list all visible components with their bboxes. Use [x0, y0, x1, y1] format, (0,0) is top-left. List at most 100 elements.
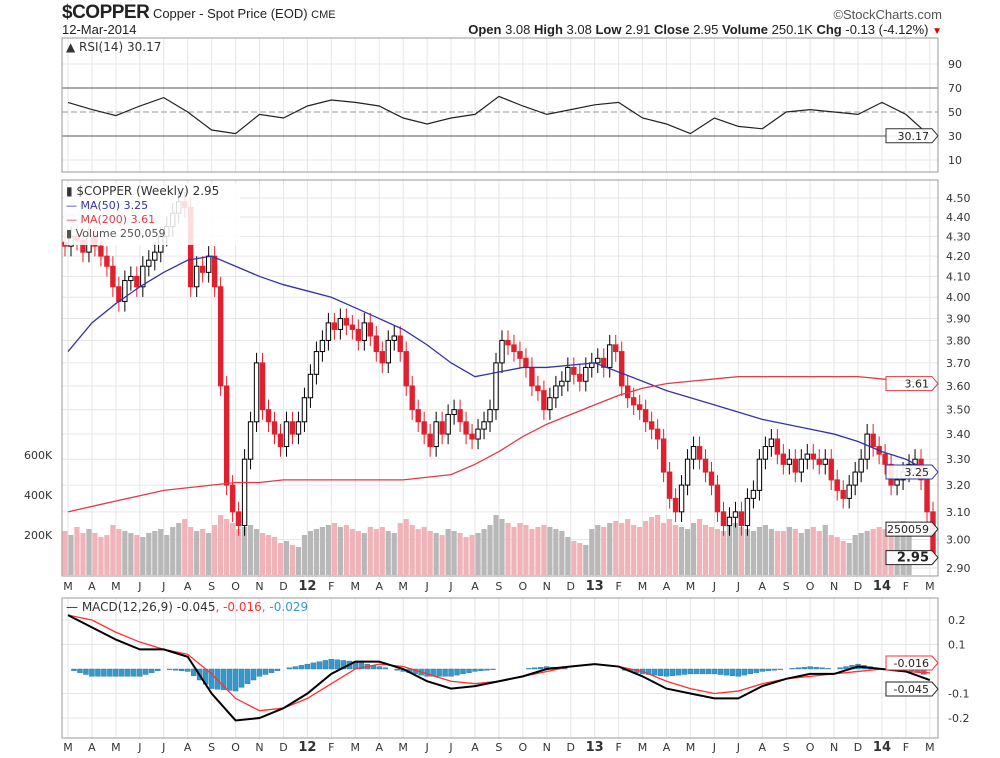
- candle-body: [738, 511, 745, 527]
- volume-bar: [804, 529, 810, 575]
- macd-histogram-bar: [340, 660, 347, 670]
- macd-histogram-bar: [657, 668, 664, 676]
- volume-bar: [625, 519, 631, 575]
- candle-body: [140, 265, 146, 288]
- x-tick-label: A: [471, 580, 479, 593]
- x-tick-label: S: [783, 580, 790, 593]
- volume-bar: [583, 545, 589, 575]
- volume-bar: [870, 529, 876, 575]
- x-tick-label: M: [686, 741, 696, 754]
- volume-bar: [756, 527, 762, 575]
- candle-body: [660, 438, 667, 473]
- candle-body: [265, 409, 272, 423]
- price-tick-label: 4.10: [946, 270, 971, 283]
- volume-bar: [98, 537, 104, 575]
- candle-body: [666, 471, 673, 499]
- volume-bar: [762, 525, 768, 575]
- macd-histogram-bar: [113, 668, 119, 677]
- candle-body: [98, 245, 104, 257]
- macd-histogram-bar: [119, 668, 125, 677]
- volume-bar: [349, 529, 355, 575]
- volume-bar: [331, 523, 337, 575]
- macd-histogram-bar: [789, 668, 795, 670]
- macd-histogram-bar: [837, 667, 843, 670]
- x-tick-label: M: [686, 580, 696, 593]
- volume-bar: [409, 525, 415, 575]
- candle-body: [840, 489, 846, 499]
- x-tick-label: A: [758, 580, 766, 593]
- volume-bar: [678, 527, 685, 575]
- candle-body: [343, 318, 350, 326]
- volume-tick-label: 600K: [24, 449, 53, 462]
- x-tick-label: 13: [586, 740, 604, 755]
- macd-histogram-bar: [478, 668, 484, 672]
- volume-bar: [164, 535, 170, 575]
- volume-bar: [547, 527, 553, 575]
- volume-bar: [104, 535, 110, 575]
- volume-bar: [906, 525, 912, 575]
- low-label: Low: [595, 22, 622, 37]
- volume-bar: [637, 527, 643, 575]
- macd-histogram-bar: [382, 667, 388, 670]
- candle-body: [505, 339, 511, 346]
- candle-body: [672, 497, 679, 513]
- x-tick-label: 12: [298, 740, 316, 755]
- candle-body: [553, 385, 559, 399]
- x-tick-label: J: [712, 741, 716, 754]
- volume-bar: [511, 527, 517, 575]
- x-tick-label: J: [736, 580, 740, 593]
- volume-bar: [894, 523, 900, 575]
- x-tick-label: 14: [873, 579, 891, 594]
- volume-bar: [421, 527, 427, 575]
- macd-histogram-bar: [466, 668, 472, 673]
- high-value: 3.08: [566, 22, 592, 37]
- x-tick-label: M: [398, 741, 408, 754]
- volume-bar: [846, 543, 852, 575]
- x-tick-label: N: [255, 580, 263, 593]
- x-tick-label: F: [615, 741, 621, 754]
- volume-bar: [325, 525, 331, 575]
- candle-body: [146, 259, 152, 267]
- volume-bar: [667, 519, 673, 575]
- macd-histogram-bar: [268, 668, 275, 673]
- volume-bar: [367, 527, 373, 575]
- candle-body: [403, 351, 409, 387]
- rsi-value-tag: [885, 128, 939, 144]
- candle-body: [774, 438, 781, 455]
- candle-body: [325, 322, 332, 341]
- volume-bar: [230, 523, 236, 575]
- volume-bar: [265, 535, 272, 575]
- candle-body: [607, 344, 613, 368]
- macd-line: [67, 614, 931, 722]
- ohlc-summary: Open 3.08 High 3.08 Low 2.91 Close 2.95 …: [468, 22, 942, 37]
- macd-histogram-bar: [77, 668, 83, 673]
- macd-histogram-bar: [843, 666, 849, 670]
- candle-body: [894, 479, 900, 486]
- volume-bar: [900, 521, 906, 575]
- macd-histogram-bar: [699, 668, 706, 675]
- macd-histogram-bar: [137, 668, 143, 677]
- price-tick-label: 3.20: [946, 479, 971, 492]
- volume-bar: [780, 531, 786, 575]
- macd-histogram-bar: [526, 668, 532, 670]
- volume-bar: [768, 529, 774, 575]
- macd-histogram-bar: [244, 668, 251, 684]
- macd-histogram-bar: [460, 668, 466, 675]
- candle-body: [762, 446, 769, 460]
- price-tick-label: 4.20: [946, 250, 971, 263]
- x-tick-label: O: [519, 580, 528, 593]
- candle-body: [307, 373, 314, 399]
- candle-body: [535, 385, 541, 392]
- macd-tick-label: -0.2: [948, 712, 969, 725]
- macd-histogram-bar: [173, 668, 179, 671]
- macd-value: -0.045: [177, 600, 216, 614]
- macd-histogram-bar: [107, 668, 113, 677]
- macd-histogram-bar: [304, 663, 311, 670]
- macd-histogram-bar: [322, 660, 329, 670]
- macd-histogram-bar: [89, 668, 95, 677]
- hist-value: -0.029: [269, 600, 308, 614]
- candle-body: [816, 458, 822, 465]
- volume-bar: [188, 527, 194, 575]
- volume-tag: [885, 521, 939, 537]
